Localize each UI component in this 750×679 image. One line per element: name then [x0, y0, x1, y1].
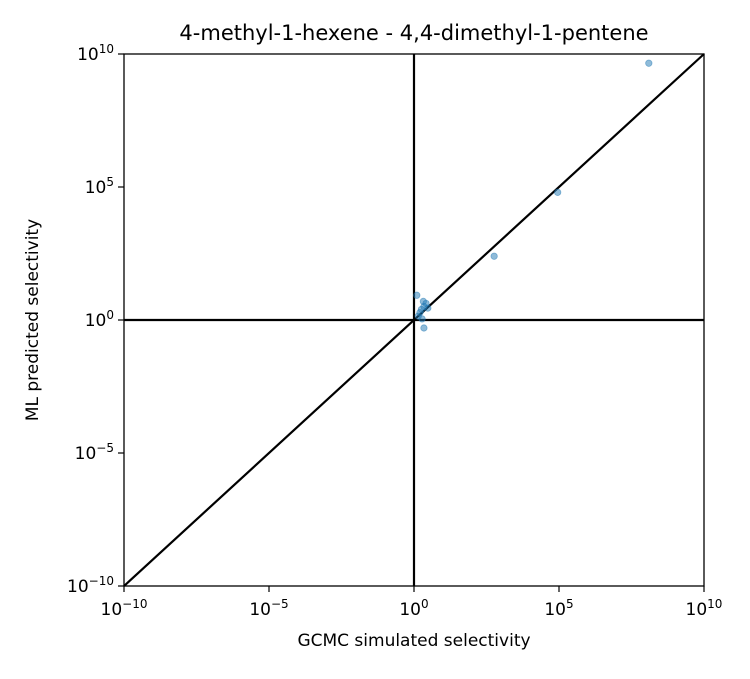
- y-tick-label: 10−10: [67, 574, 114, 597]
- x-tick-label: 105: [544, 597, 573, 620]
- y-tick-label: 10−5: [75, 441, 114, 464]
- data-point: [490, 252, 498, 260]
- data-point: [418, 315, 426, 323]
- y-tick-label: 100: [85, 308, 114, 331]
- data-point: [413, 291, 421, 299]
- data-points: [413, 59, 653, 332]
- y-tick-label: 1010: [77, 42, 114, 65]
- data-point: [420, 324, 428, 332]
- x-tick-label: 10−10: [101, 597, 148, 620]
- x-axis-label: GCMC simulated selectivity: [297, 631, 530, 651]
- y-axis-ticks: 10−10 10−5 100 105 1010: [67, 42, 124, 597]
- x-tick-label: 1010: [686, 597, 723, 620]
- x-tick-label: 10−5: [249, 597, 288, 620]
- data-point: [424, 304, 432, 312]
- x-axis-ticks: 10−10 10−5 100 105 1010: [101, 586, 723, 620]
- reference-lines: [123, 53, 705, 587]
- data-point: [554, 188, 562, 196]
- x-tick-label: 100: [399, 597, 428, 620]
- chart-title: 4-methyl-1-hexene - 4,4-dimethyl-1-pente…: [179, 21, 648, 45]
- y-axis-label: ML predicted selectivity: [23, 219, 43, 421]
- data-point: [645, 59, 653, 67]
- y-tick-label: 105: [85, 175, 114, 198]
